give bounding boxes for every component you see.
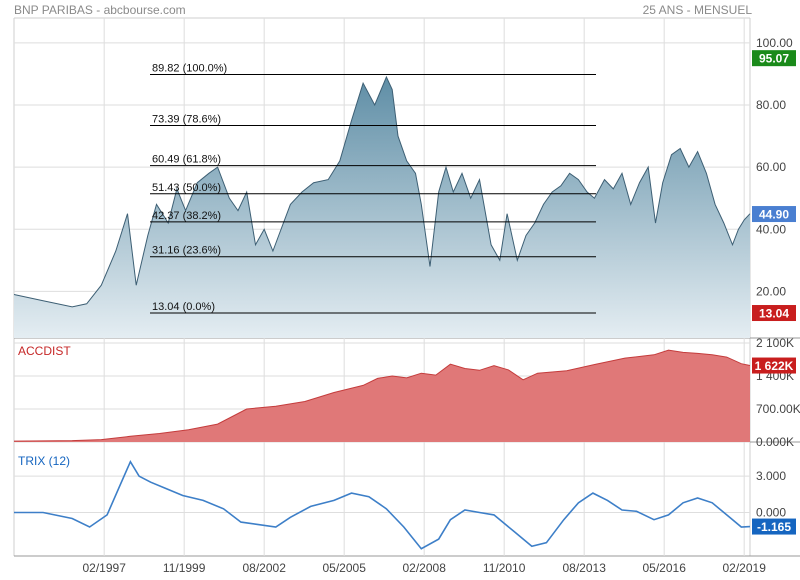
price-y-tick-label: 60.00 [756, 160, 786, 174]
x-tick-label: 11/1999 [163, 561, 206, 575]
fibonacci-label: 51.43 (50.0%) [152, 182, 221, 194]
x-tick-label: 08/2013 [562, 561, 606, 575]
value-badge [752, 357, 796, 374]
price-y-tick-label: 40.00 [756, 222, 786, 236]
fibonacci-label: 42.37 (38.2%) [152, 210, 221, 222]
price-y-tick-label: 80.00 [756, 98, 786, 112]
value-badge-label: 1 622K [755, 359, 794, 373]
price-line [13, 75, 751, 308]
value-badge [752, 206, 796, 223]
x-tick-label: 05/2005 [322, 561, 366, 575]
x-tick-label: 02/2008 [402, 561, 446, 575]
x-tick-label: 02/2019 [722, 561, 766, 575]
x-tick-label: 05/2016 [642, 561, 686, 575]
chart-period-label: 25 ANS - MENSUEL [642, 3, 752, 17]
price-y-tick-label: 20.00 [756, 284, 786, 298]
fibonacci-label: 31.16 (23.6%) [152, 245, 221, 257]
price-y-tick-label: 100.00 [756, 36, 793, 50]
fibonacci-label: 13.04 (0.0%) [152, 301, 215, 313]
value-badge-label: -1.165 [757, 520, 791, 534]
price-area [14, 77, 750, 338]
value-badge-label: 95.07 [759, 52, 789, 66]
accdist-y-tick-label: 700.00K [756, 402, 800, 416]
fibonacci-label: 73.39 (78.6%) [152, 114, 221, 126]
value-badge [752, 518, 796, 535]
fibonacci-label: 89.82 (100.0%) [152, 62, 227, 74]
fibonacci-label: 60.49 (61.8%) [152, 154, 221, 166]
x-tick-label: 02/1997 [82, 561, 126, 575]
value-badge [752, 305, 796, 322]
trix-panel-label: TRIX (12) [18, 454, 70, 468]
chart-source-title: BNP PARIBAS - abcbourse.com [14, 3, 186, 17]
x-tick-label: 08/2002 [242, 561, 286, 575]
value-badge-label: 44.90 [759, 208, 789, 222]
value-badge-label: 13.04 [759, 307, 789, 321]
accdist-y-tick-label: 2 100K [756, 336, 794, 350]
trix-line [14, 459, 751, 550]
accdist-area [14, 350, 750, 442]
trix-y-tick-label: 3.000 [756, 469, 786, 483]
trix-y-tick-label: 0.000 [756, 505, 786, 519]
x-tick-label: 11/2010 [483, 561, 526, 575]
accdist-line [13, 349, 751, 442]
accdist-panel-label: ACCDIST [18, 344, 71, 358]
value-badge [752, 50, 796, 67]
accdist-y-tick-label: 0.000K [756, 435, 794, 449]
